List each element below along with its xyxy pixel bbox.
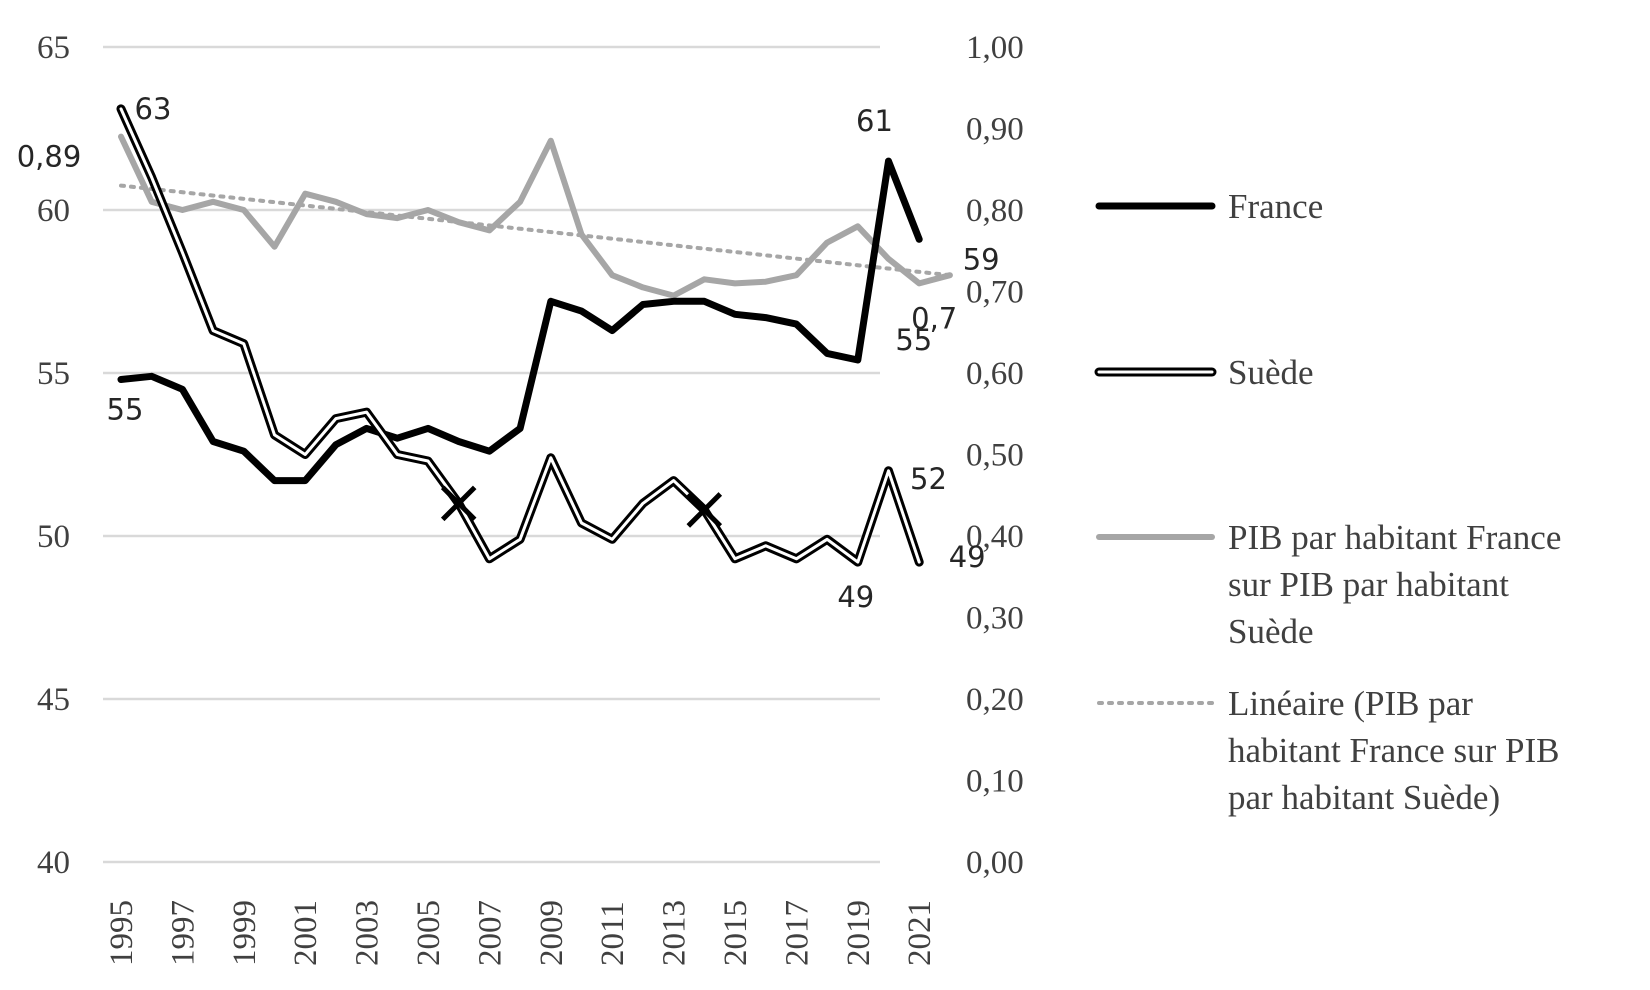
legend-item: Linéaire (PIB par habitant France sur PIB… (1097, 684, 1559, 817)
legend-label: PIB par habitant France (1228, 518, 1561, 557)
right-tick-label: 0,00 (966, 845, 1024, 881)
right-tick-label: 0,60 (966, 356, 1024, 392)
x-tick-label: 1997 (165, 900, 201, 966)
right-tick-label: 0,20 (966, 682, 1024, 718)
left-tick-label: 45 (37, 682, 70, 718)
x-tick-label: 2009 (534, 900, 570, 966)
right-tick-label: 0,80 (966, 193, 1024, 229)
data-label: 63 (135, 92, 172, 126)
data-label: 0,7 (911, 301, 957, 335)
left-tick-label: 55 (37, 356, 70, 392)
series-lines (116, 104, 953, 567)
cross-marker (440, 485, 477, 522)
right-tick-label: 1,00 (966, 30, 1024, 66)
x-tick-label: 2001 (288, 900, 324, 966)
legend-item: Suède (1094, 353, 1314, 392)
france-line (117, 157, 923, 485)
left-tick-label: 65 (37, 30, 70, 66)
right-tick-label: 0,10 (966, 764, 1024, 800)
x-tick-label: 2013 (657, 900, 693, 966)
right-tick-label: 0,70 (966, 275, 1024, 311)
right-tick-label: 0,40 (966, 519, 1024, 555)
data-label: 49 (837, 580, 874, 614)
left-tick-label: 60 (37, 193, 70, 229)
right-tick-label: 0,50 (966, 438, 1024, 474)
cross-markers (440, 485, 723, 528)
gdp-trend-line (119, 183, 952, 278)
x-tick-label: 2005 (411, 900, 447, 966)
legend-label: sur PIB par habitant (1228, 565, 1509, 604)
x-tick-label: 2011 (595, 901, 631, 966)
x-tick-label: 2003 (350, 900, 386, 966)
x-tick-label: 1999 (227, 900, 263, 966)
legend-item: PIB par habitant France sur PIB par habit… (1096, 518, 1561, 651)
suede-line-inner (119, 107, 921, 564)
cross-marker (686, 492, 723, 528)
gridlines (103, 45, 880, 864)
right-tick-label: 0,30 (966, 601, 1024, 637)
data-label: 59 (963, 242, 1000, 276)
x-tick-label: 2007 (472, 900, 508, 966)
legend-label: France (1228, 187, 1323, 226)
legend: France Suède PIB par habitant France sur PI… (1094, 187, 1561, 817)
suede-line (116, 104, 924, 567)
legend-item: France (1095, 187, 1323, 226)
left-tick-label: 40 (37, 845, 70, 881)
left-tick-label: 50 (37, 519, 70, 555)
data-label: 61 (856, 104, 893, 138)
legend-label: Suède (1228, 612, 1314, 651)
gdp-ratio-line (118, 133, 953, 299)
legend-label: Suède (1228, 353, 1314, 392)
data-label: 55 (107, 393, 144, 427)
data-label: 52 (910, 462, 947, 496)
x-tick-label: 1995 (104, 900, 140, 966)
data-label: 55 (895, 323, 932, 357)
left-y-axis: 40 45 50 55 60 65 (37, 30, 70, 881)
right-tick-label: 0,90 (966, 112, 1024, 148)
right-y-axis: 0,00 0,10 0,20 0,30 0,40 0,50 0,60 0,70 0,80 0,90… (966, 30, 1024, 881)
x-tick-label: 2019 (841, 900, 877, 966)
x-tick-label: 2021 (902, 900, 938, 966)
data-label: 0,89 (17, 140, 82, 174)
x-tick-label: 2015 (718, 900, 754, 966)
x-axis: 1995 1997 1999 2001 2003 2005 2007 2009 2011 2013… (104, 900, 938, 966)
x-tick-label: 2017 (779, 900, 815, 966)
legend-label: habitant France sur PIB (1228, 731, 1559, 770)
legend-label: Linéaire (PIB par (1228, 684, 1473, 723)
legend-label: par habitant Suède) (1228, 778, 1500, 817)
data-label: 49 (949, 540, 986, 574)
